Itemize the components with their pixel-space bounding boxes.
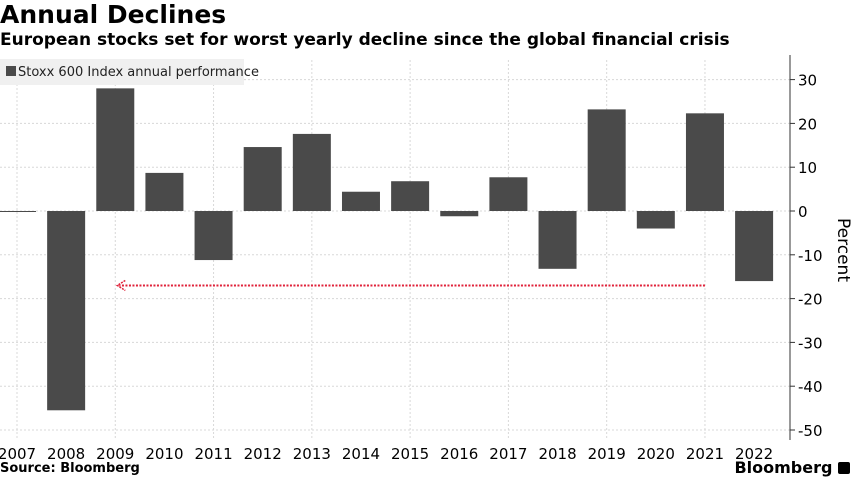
legend-background <box>0 59 244 85</box>
logo-text: Bloomberg <box>734 458 833 477</box>
source-note: Source: Bloomberg <box>0 461 140 476</box>
bar-2019 <box>587 109 626 211</box>
bar-2014 <box>341 191 380 211</box>
bar-2012 <box>243 147 282 211</box>
y-tick-label: 0 <box>798 203 808 221</box>
legend-swatch <box>6 66 16 76</box>
x-tick-label: 2018 <box>538 445 576 463</box>
bar-2015 <box>391 181 430 211</box>
x-tick-label: 2014 <box>342 445 380 463</box>
chart-subtitle: European stocks set for worst yearly dec… <box>0 30 730 50</box>
bar-2018 <box>538 211 577 269</box>
bar-2017 <box>489 177 528 211</box>
bar-2021 <box>685 113 724 211</box>
y-tick-label: -40 <box>798 378 823 396</box>
x-tick-label: 2022 <box>735 445 773 463</box>
chart-title: Annual Declines <box>0 0 227 29</box>
y-tick-label: -30 <box>798 334 823 352</box>
bar-2008 <box>47 211 86 411</box>
bar-2009 <box>96 88 135 211</box>
x-tick-label: 2009 <box>96 445 134 463</box>
bar-2010 <box>145 172 184 211</box>
x-tick-label: 2021 <box>686 445 724 463</box>
y-tick-label: 20 <box>798 115 817 133</box>
y-tick-label: -50 <box>798 422 823 440</box>
bar-2022 <box>735 211 774 282</box>
bar-2011 <box>194 211 233 261</box>
bar-2020 <box>636 211 675 229</box>
x-tick-label: 2013 <box>293 445 331 463</box>
x-tick-label: 2010 <box>145 445 183 463</box>
legend: Stoxx 600 Index annual performance <box>0 59 259 85</box>
x-tick-label: 2007 <box>0 445 36 463</box>
annotation-arrowhead-icon <box>115 279 126 292</box>
y-tick-label: -20 <box>798 291 823 309</box>
x-tick-label: 2011 <box>194 445 232 463</box>
bar-2013 <box>292 133 331 211</box>
x-tick-label: 2019 <box>588 445 626 463</box>
y-tick-label: -10 <box>798 247 823 265</box>
bar-2016 <box>440 211 479 217</box>
y-axis-label: Percent <box>833 218 853 282</box>
bloomberg-terminal-icon <box>838 462 850 474</box>
y-tick-label: 30 <box>798 72 817 90</box>
y-tick-label: 10 <box>798 159 817 177</box>
x-tick-label: 2016 <box>440 445 478 463</box>
x-tick-label: 2017 <box>489 445 527 463</box>
bloomberg-logo: Bloomberg <box>734 458 850 477</box>
x-tick-label: 2008 <box>47 445 85 463</box>
bar-2007 <box>0 211 36 212</box>
legend-label: Stoxx 600 Index annual performance <box>18 65 259 80</box>
x-tick-label: 2020 <box>637 445 675 463</box>
x-tick-label: 2012 <box>244 445 282 463</box>
x-tick-label: 2015 <box>391 445 429 463</box>
